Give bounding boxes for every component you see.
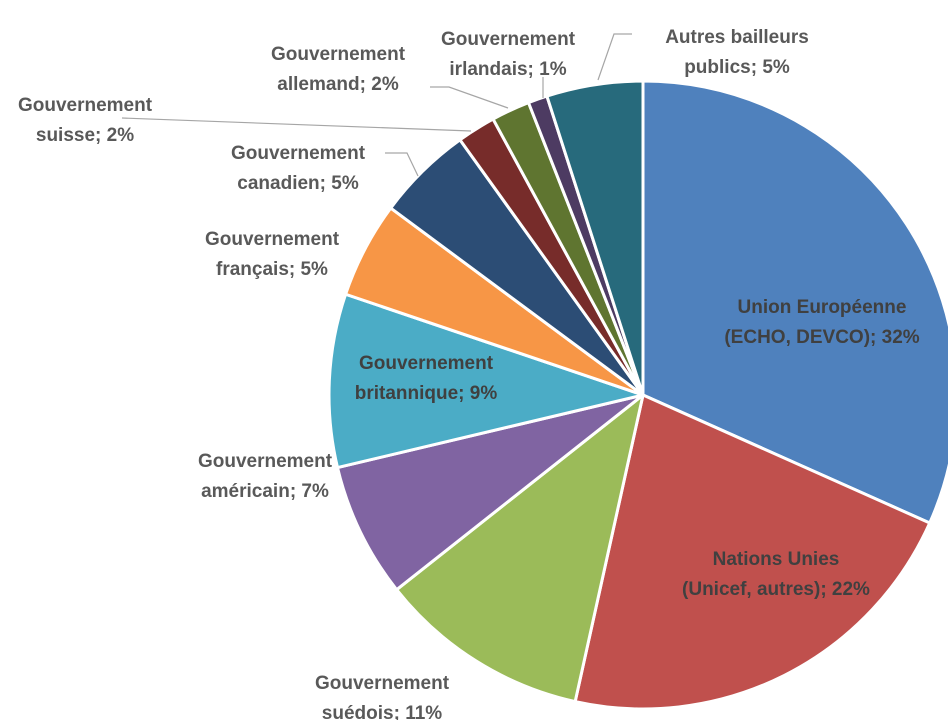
- leader-line-10: [597, 33, 632, 81]
- slice-label-line2: allemand; 2%: [277, 74, 399, 95]
- slice-label-line2: canadien; 5%: [237, 173, 359, 194]
- slice-label-line2: irlandais; 1%: [449, 59, 566, 80]
- pie-slice-3: [336, 393, 645, 592]
- slice-label-2: Gouvernement suédois; 11%: [315, 673, 450, 720]
- slice-label-line2: (Unicef, autres); 22%: [682, 579, 870, 600]
- slice-label-line1: Gouvernement: [315, 673, 450, 694]
- slice-label-5: Gouvernement français; 5%: [205, 229, 340, 280]
- slice-label-line2: français; 5%: [216, 259, 328, 280]
- slice-label-line2: suédois; 11%: [322, 703, 442, 720]
- slice-label-line1: Gouvernement: [441, 29, 576, 50]
- pie-slices: [327, 79, 948, 711]
- pie-slice-4: [327, 292, 645, 470]
- slice-label-line1: Autres bailleurs: [665, 27, 809, 48]
- slice-label-line1: Gouvernement: [231, 143, 366, 164]
- slice-label-line1: Nations Unies: [713, 549, 840, 570]
- leader-line-8: [430, 86, 509, 109]
- slice-label-line1: Union Européenne: [738, 297, 907, 318]
- slice-label-0: Union Européenne (ECHO, DEVCO); 32%: [724, 297, 919, 348]
- slice-label-line1: Gouvernement: [359, 353, 494, 374]
- slice-label-9: Gouvernement irlandais; 1%: [441, 29, 576, 80]
- slice-label-line1: Gouvernement: [18, 95, 153, 116]
- pie-slice-1: [573, 393, 932, 711]
- slice-label-line1: Gouvernement: [198, 451, 333, 472]
- slice-label-6: Gouvernement canadien; 5%: [231, 143, 366, 194]
- slice-label-line2: américain; 7%: [201, 481, 329, 502]
- slice-label-line2: britannique; 9%: [355, 383, 498, 404]
- slice-label-line1: Gouvernement: [271, 44, 406, 65]
- pie-slice-10: [545, 79, 645, 397]
- slice-label-line2: (ECHO, DEVCO); 32%: [724, 327, 919, 348]
- leader-lines: [121, 33, 632, 177]
- slice-label-line2: publics; 5%: [684, 57, 790, 78]
- slice-label-line1: Gouvernement: [205, 229, 340, 250]
- slice-label-3: Gouvernement américain; 7%: [198, 451, 333, 502]
- slice-label-1: Nations Unies (Unicef, autres); 22%: [682, 549, 870, 600]
- slice-label-7: Gouvernement suisse; 2%: [18, 95, 153, 146]
- pie-slice-0: [641, 79, 948, 525]
- slice-label-4: Gouvernement britannique; 9%: [355, 353, 498, 404]
- leader-line-6: [385, 152, 419, 177]
- slice-labels: Union Européenne (ECHO, DEVCO); 32% Nation…: [18, 27, 920, 720]
- slice-label-8: Gouvernement allemand; 2%: [271, 44, 406, 95]
- slice-label-line2: suisse; 2%: [36, 125, 134, 146]
- pie-slice-2: [395, 393, 645, 704]
- leader-line-7: [121, 117, 472, 132]
- slice-label-10: Autres bailleurs publics; 5%: [665, 27, 809, 78]
